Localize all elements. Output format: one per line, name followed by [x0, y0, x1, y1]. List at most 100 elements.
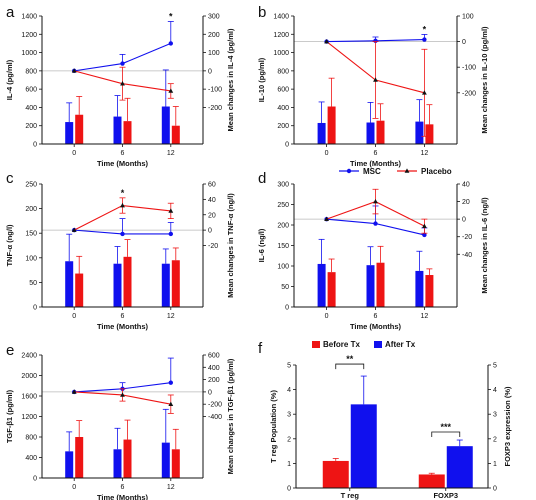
y-axis-title-right: FOXP3 expression (%): [503, 386, 512, 467]
point-placebo-0: [71, 389, 77, 394]
legend-label-before: Before Tx: [323, 340, 360, 349]
point-msc-12: [422, 232, 427, 238]
tick-label-right: -40: [462, 252, 472, 259]
legend-label-placebo: Placebo: [421, 167, 452, 176]
bar-msc-12: [161, 263, 170, 307]
tick-label-left: 1200: [21, 32, 37, 39]
tick-label-right: 100: [208, 50, 220, 57]
panel-d: d 0 50 100 150 200 250 300 -40 -20 0 20 40 0 6 12 Time (…: [257, 170, 489, 331]
tick-label-left: 4: [287, 387, 291, 394]
bar-placebo-0: [327, 272, 336, 307]
y-axis-title-right: Mean changes in TGF-β1 (pg/ml): [226, 358, 235, 474]
panel-letter-c: c: [6, 170, 14, 187]
tick-label-left: 1000: [21, 50, 37, 57]
tick-label-right: -200: [462, 90, 476, 97]
tick-label-right: 400: [208, 365, 220, 372]
tick-label-right: 0: [208, 68, 212, 75]
tick-label-right: 0: [462, 39, 466, 46]
tick-label-left: 600: [277, 87, 289, 94]
tick-label-left: 2400: [21, 353, 37, 360]
tick-label-right: 0: [493, 486, 497, 493]
tick-label-x: 6: [374, 313, 378, 320]
tick-label-right: 4: [493, 387, 497, 394]
point-placebo-0: [324, 216, 329, 221]
panel-b: b*0200400600800100012001400-200-10001000…: [257, 4, 489, 168]
legend-swatch-after: [374, 341, 382, 348]
tick-label-left: 250: [277, 202, 289, 209]
bar-placebo-0: [327, 106, 336, 144]
tick-label-left: 2: [287, 436, 291, 443]
panel-e: e 0 400 800 1200 1600 2000 2400 -400 -200 0 200 400 6…: [5, 342, 235, 500]
bar-msc-6: [113, 116, 122, 144]
tick-label-x: 0: [72, 313, 76, 320]
tick-label-left: 250: [25, 182, 37, 189]
bar-msc-12: [415, 270, 424, 307]
tick-label-x: 0: [325, 313, 329, 320]
significance-bracket-foxp3: [431, 431, 461, 438]
bar-placebo-12: [425, 275, 434, 307]
tick-label-left: 300: [277, 182, 289, 189]
bar-placebo-6: [123, 256, 132, 307]
tick-label-right: 20: [208, 212, 216, 219]
tick-label-left: 1400: [21, 14, 37, 21]
bar-after-foxp3: [446, 446, 473, 488]
bar-placebo-12: [425, 124, 434, 144]
tick-label-left: 800: [25, 435, 37, 442]
tick-label-x: 6: [121, 484, 125, 491]
y-axis-title-right: Mean changes in IL-6 (ng/l): [480, 197, 489, 294]
significance-mark-t-reg: **: [346, 354, 354, 364]
tick-label-left: 5: [287, 363, 291, 370]
tick-label-left: 3: [287, 412, 291, 419]
point-placebo-0: [71, 227, 77, 232]
legend-swatch-before: [312, 341, 320, 348]
tick-label-left: 1: [287, 461, 291, 468]
bar-msc-0: [65, 451, 74, 478]
legend-label-msc: MSC: [363, 167, 381, 176]
tick-label-left: 150: [277, 243, 289, 250]
y-axis-title-right: Mean changes in IL-4 (pg/ml): [226, 28, 235, 131]
tick-label-x: T reg: [341, 491, 360, 500]
bar-msc-12: [161, 442, 170, 478]
tick-label-right: 1: [493, 461, 497, 468]
tick-label-right: 200: [208, 32, 220, 39]
significance-mark-foxp3: ***: [441, 422, 452, 432]
panel-c: c * 0 50 100 150 200 250 -20 0 20 40 60 0 6 12 Time (Mon…: [5, 170, 235, 331]
y-axis-title-left: IL-10 (pg/ml): [257, 57, 266, 102]
point-msc-12: [168, 380, 173, 385]
tick-label-right: -100: [208, 87, 222, 94]
tick-label-left: 1000: [273, 50, 289, 57]
tick-label-left: 1200: [273, 32, 289, 39]
tick-label-x: 0: [325, 150, 329, 157]
point-msc-12: [168, 41, 173, 46]
tick-label-right: 300: [208, 14, 220, 21]
legend-marker-placebo: [404, 168, 410, 173]
tick-label-x: 12: [421, 150, 429, 157]
tick-label-right: 2: [493, 436, 497, 443]
point-placebo-0: [324, 39, 329, 44]
tick-label-left: 0: [285, 142, 289, 149]
bar-msc-6: [113, 263, 122, 307]
tick-label-x: 6: [121, 150, 125, 157]
tick-label-right: -20: [208, 243, 218, 250]
legend-label-after: After Tx: [385, 340, 416, 349]
point-placebo-0: [71, 68, 77, 73]
point-placebo-12: [168, 88, 174, 93]
point-placebo-6: [120, 81, 125, 86]
point-placebo-6: [373, 77, 378, 82]
significance-mark-12: *: [169, 11, 173, 21]
significance-bracket-t-reg: [335, 363, 365, 370]
x-axis-title: Time (Months): [350, 159, 402, 168]
tick-label-right: -400: [208, 414, 222, 421]
bar-placebo-6: [123, 121, 132, 144]
point-msc-6: [120, 231, 125, 237]
tick-label-left: 2000: [21, 373, 37, 380]
bar-before-t-reg: [322, 460, 349, 488]
point-placebo-12: [168, 208, 174, 213]
bar-placebo-6: [123, 439, 132, 478]
panel-letter-e: e: [6, 342, 14, 359]
x-axis-title: Time (Months): [350, 322, 402, 331]
tick-label-left: 1600: [21, 394, 37, 401]
tick-label-x: 6: [121, 313, 125, 320]
tick-label-right: -200: [208, 402, 222, 409]
